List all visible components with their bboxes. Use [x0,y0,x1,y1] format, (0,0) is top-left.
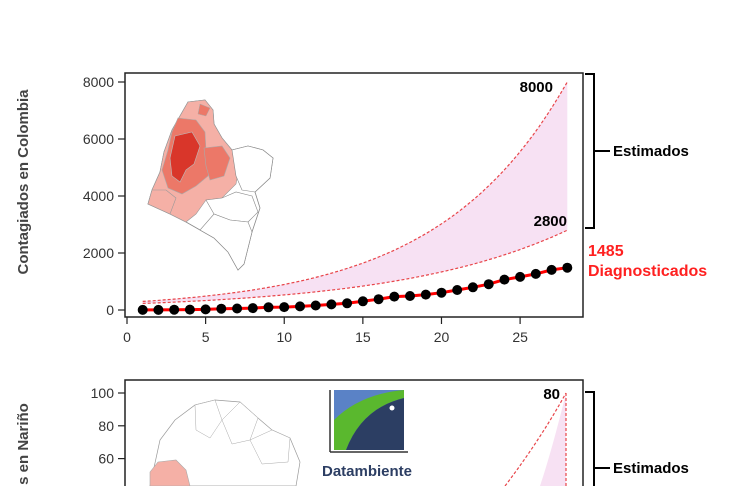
diagnosed-point [546,264,557,275]
logo-fish [346,398,404,450]
upper-value-label: 8000 [520,79,553,96]
diagnosed-point [515,271,526,282]
diagnosed-point [436,287,447,298]
diagnosed-point [232,303,243,314]
diagnosed-point [483,279,494,290]
y-tick-label: 0 [106,302,114,318]
diagnosed-point [342,298,353,309]
lower-value-label: 2800 [534,213,567,230]
estimates-bracket [585,73,595,229]
x-tick-label: 5 [202,329,210,345]
y-tick-label: 4000 [83,188,114,204]
diagnosed-points [137,262,573,315]
diagnosed-point [153,304,164,315]
diagnosed-point [452,285,463,295]
y-tick-label-2: 60 [98,451,114,467]
diagnosed-point [326,299,337,310]
y-tick-label: 8000 [83,74,114,90]
diagnosed-line [142,266,568,312]
x-tick-label: 10 [276,329,292,345]
estimate-lower-line [142,229,568,304]
x-tick-label: 15 [355,329,371,345]
narino-map [149,399,301,486]
diagnosed-value-label: 1485 [588,243,624,260]
diagnosed-point [562,262,573,273]
x-axis: 0 5 10 15 20 25 [123,317,528,345]
plot-frame-2 [124,379,584,486]
estimate-band-2 [540,393,566,486]
x-tick-label: 25 [512,329,528,345]
diagnosed-point [279,302,290,313]
diagnosed-point [263,302,274,313]
estimates-label-2: Estimados [613,460,689,477]
plot-frame [124,72,584,318]
diagnosed-point [184,304,195,315]
diagnosed-point [295,301,305,312]
estimates-label: Estimados [613,143,689,160]
estimate-upper-line-2 [504,392,567,486]
diagnosed-point [389,291,400,302]
y-axis-label-2: s en Nariño [15,403,32,485]
colombia-map [147,99,274,271]
y-axis-label: Contagiados en Colombia [15,89,32,275]
estimates-bracket-2 [585,391,595,486]
diagnosed-point [405,291,415,301]
diagnosed-point [200,304,211,315]
x-tick-label: 20 [434,329,450,345]
estimate-band [142,82,568,304]
diagnosed-point [169,304,180,315]
datambiente-logo: Datambiente [322,390,412,480]
diagnosed-point [499,274,510,285]
upper-value-label-2: 80 [543,386,560,403]
diagnosed-point [137,304,148,315]
diagnosed-label: Diagnosticados [588,263,707,280]
diagnosed-point [247,303,258,314]
diagnosed-point [420,289,431,300]
diagnosed-point [310,300,321,311]
panel-narino: Datambiente 60 80 100 s en Nariño 80 Estim… [15,379,689,486]
y-axis-2: 60 80 100 [91,385,125,467]
diagnosed-point [530,268,541,279]
logo-leaf [334,390,404,450]
y-tick-label-2: 80 [98,418,114,434]
diagnosed-point [467,282,478,293]
logo-text: Datambiente [322,463,412,480]
estimate-upper-line [142,81,568,302]
y-tick-label: 2000 [83,245,114,261]
diagnosed-point [216,303,227,314]
panel-colombia: 0 2000 4000 6000 8000 0 5 10 15 20 25 Contagiados… [15,72,707,345]
y-tick-label: 6000 [83,131,114,147]
x-tick-label: 0 [123,329,131,345]
diagnosed-point [357,296,368,307]
diagnosed-point [373,294,384,305]
y-tick-label-2: 100 [91,385,115,401]
y-axis: 0 2000 4000 6000 8000 [83,74,125,318]
